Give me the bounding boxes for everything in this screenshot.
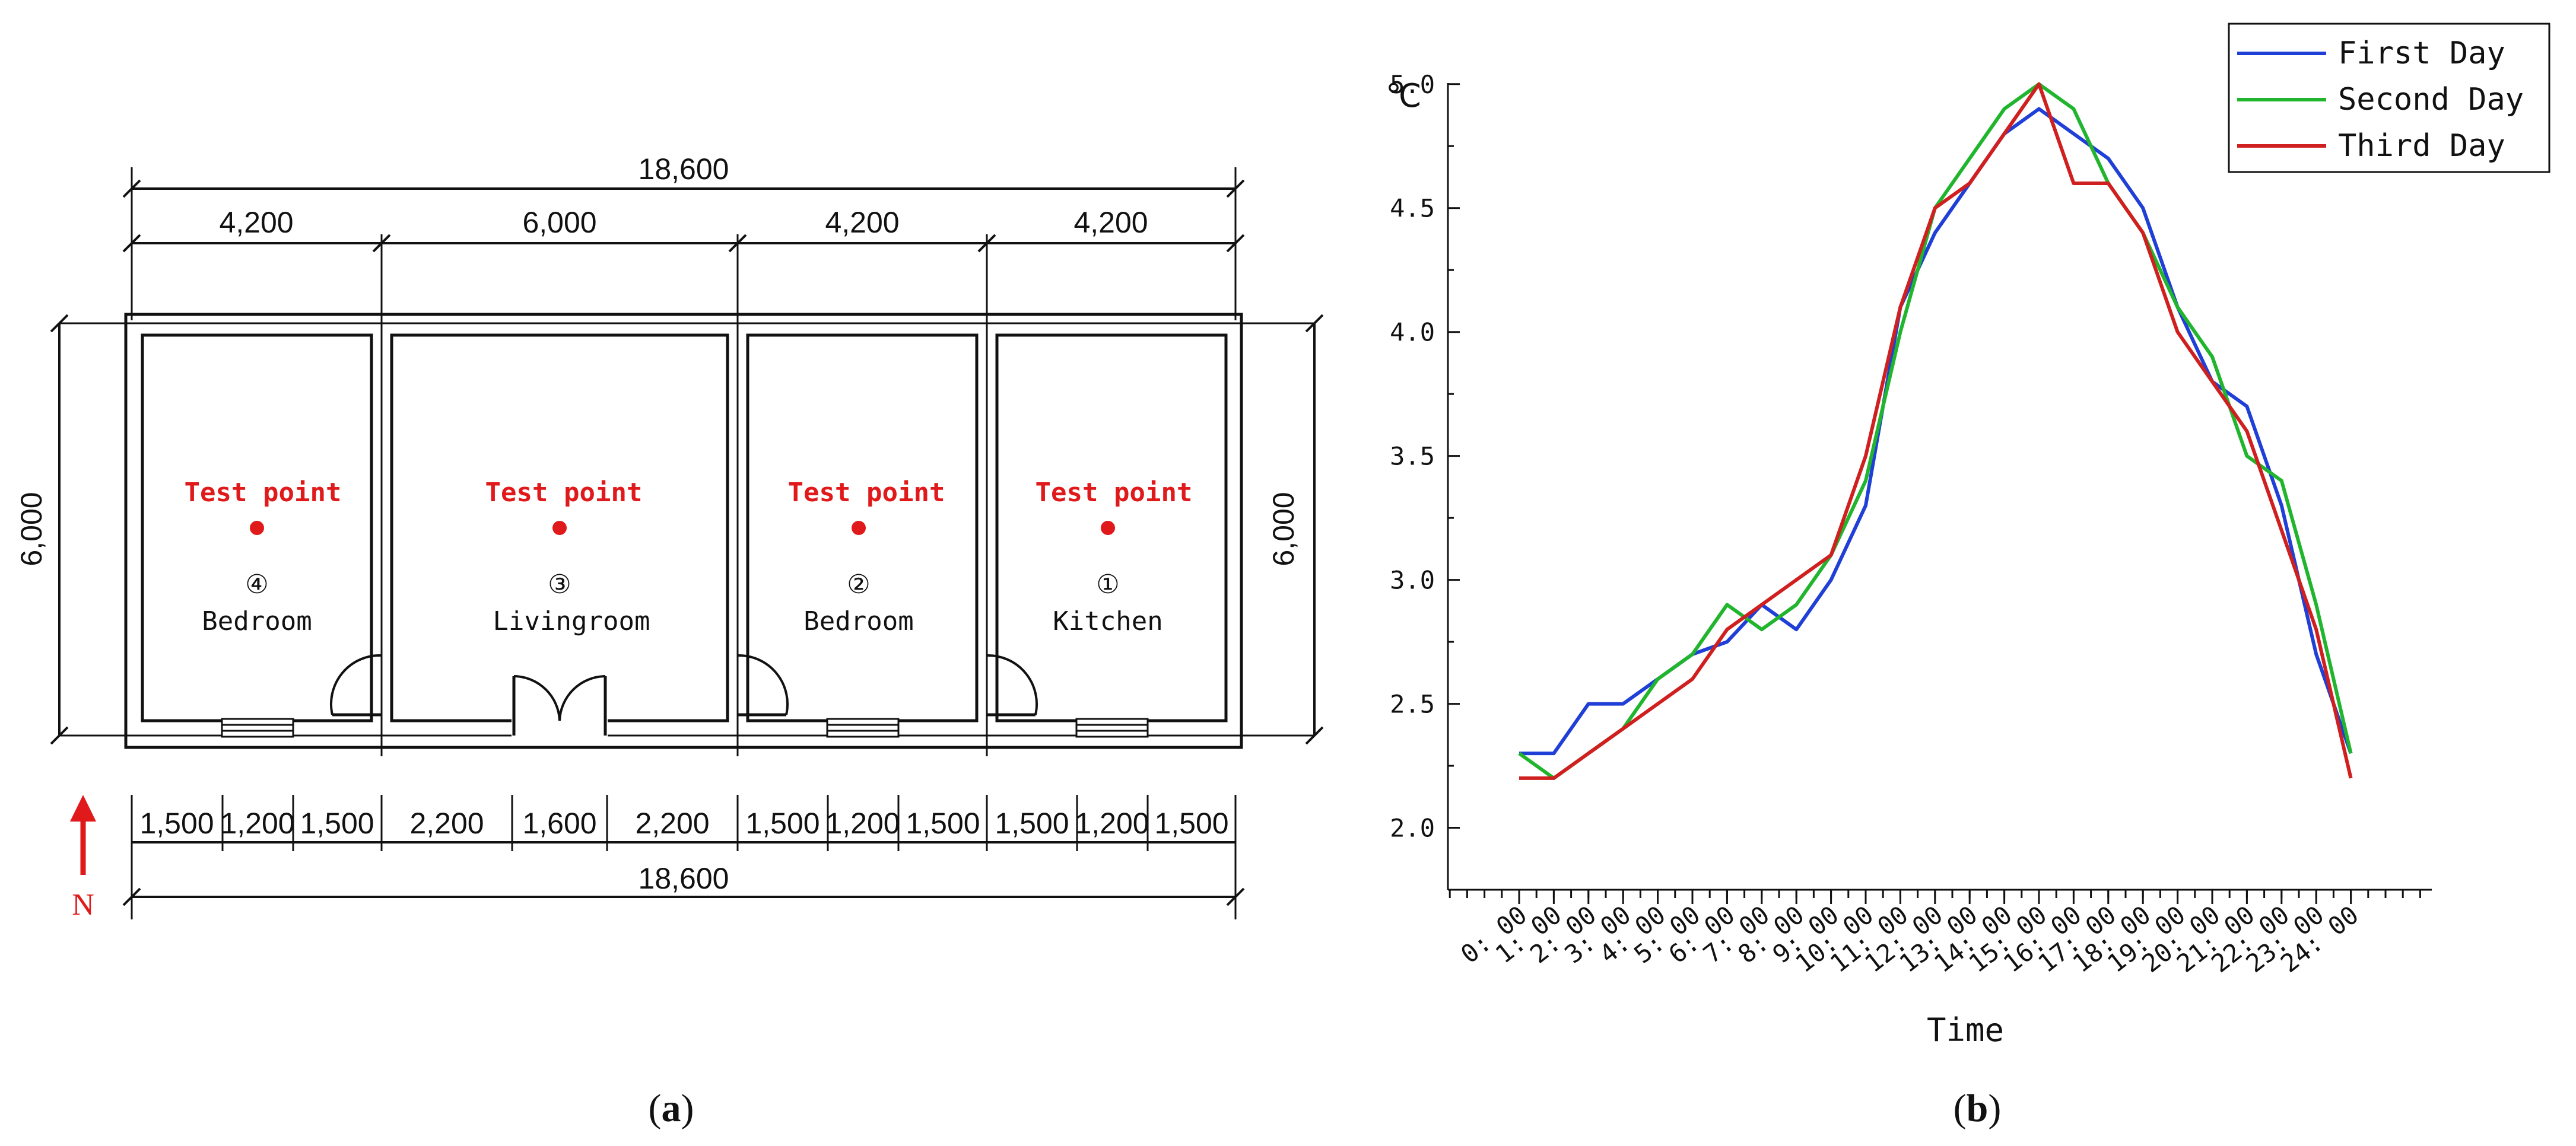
doors xyxy=(330,654,1038,743)
y-tick-label: 4.0 xyxy=(1390,318,1435,347)
test-point-marker xyxy=(852,521,866,535)
temperature-chart: 2.02.53.03.54.04.55.00: 001: 002: 003: 0… xyxy=(1386,23,2550,1130)
bottom-segment-label: 2,200 xyxy=(635,807,709,840)
y-tick-label: 3.5 xyxy=(1390,442,1435,471)
test-point-marker xyxy=(250,521,264,535)
top-total-label: 18,600 xyxy=(639,152,729,186)
chart-legend: First Day Second Day Third Day xyxy=(2228,23,2550,173)
room-labels: Test point ④ Bedroom Test point ③ Living… xyxy=(185,477,1193,636)
test-point-label: Test point xyxy=(1036,477,1193,508)
y-tick-label: 5.0 xyxy=(1390,70,1435,99)
bottom-segment-label: 1,500 xyxy=(995,807,1069,840)
bottom-segment-label: 1,600 xyxy=(522,807,596,840)
room-name: Bedroom xyxy=(803,606,913,636)
bottom-segment-label: 1,500 xyxy=(745,807,820,840)
bottom-segment-label: 1,200 xyxy=(220,807,294,840)
y-tick-label: 3.0 xyxy=(1390,566,1435,595)
windows xyxy=(221,718,1149,738)
chart-axes: 2.02.53.03.54.04.55.00: 001: 002: 003: 0… xyxy=(1390,70,2432,978)
svg-text:(b): (b) xyxy=(1954,1087,2002,1130)
bottom-segment-label: 1,500 xyxy=(139,807,214,840)
bottom-segment-label: 2,200 xyxy=(409,807,484,840)
test-point-marker xyxy=(1101,521,1115,535)
top-segment-label: 4,200 xyxy=(1073,206,1148,239)
test-point-label: Test point xyxy=(788,477,945,508)
floor-plan: 18,600 4,200 6,000 4,200 4,200 xyxy=(15,152,1324,1130)
room-number: ③ xyxy=(548,569,571,600)
panel-label-a: (a) xyxy=(649,1087,694,1130)
room-name: Livingroom xyxy=(493,606,650,636)
north-label: N xyxy=(72,888,94,922)
left-height-label: 6,000 xyxy=(15,492,48,566)
legend-entry: Second Day xyxy=(2338,82,2524,117)
top-segment-dimensions: 4,200 6,000 4,200 4,200 xyxy=(122,206,1245,756)
legend-entry: Third Day xyxy=(2338,128,2505,164)
legend-entry: First Day xyxy=(2338,36,2505,71)
right-height-label: 6,000 xyxy=(1267,492,1300,566)
bottom-segment-label: 1,200 xyxy=(1075,807,1149,840)
svg-text:(a): (a) xyxy=(649,1087,694,1130)
y-axis-unit: ℃ xyxy=(1386,77,1422,114)
bottom-segment-label: 1,500 xyxy=(300,807,374,840)
test-point-label: Test point xyxy=(185,477,342,508)
bottom-total-label: 18,600 xyxy=(639,862,729,895)
bottom-segment-label: 1,500 xyxy=(1154,807,1228,840)
y-tick-label: 4.5 xyxy=(1390,194,1435,223)
room-name: Kitchen xyxy=(1053,606,1162,636)
series-line xyxy=(1518,82,2353,780)
y-tick-label: 2.0 xyxy=(1390,814,1435,843)
room-number: ① xyxy=(1096,569,1119,600)
x-axis-title: Time xyxy=(1927,1011,2004,1049)
bottom-segment-label: 1,500 xyxy=(906,807,980,840)
test-point-marker xyxy=(552,521,567,535)
room-number: ② xyxy=(847,569,870,600)
y-tick-label: 2.5 xyxy=(1390,690,1435,719)
top-total-dimension: 18,600 xyxy=(122,152,1245,320)
test-point-label: Test point xyxy=(485,477,643,508)
chart-series xyxy=(1518,82,2353,780)
bottom-segment-label: 1,200 xyxy=(825,807,900,840)
panel-label-b: (b) xyxy=(1954,1087,2002,1130)
room-number: ④ xyxy=(245,569,268,600)
top-segment-label: 4,200 xyxy=(219,206,293,239)
top-segment-label: 6,000 xyxy=(522,206,596,239)
top-segment-label: 4,200 xyxy=(825,206,899,239)
room-name: Bedroom xyxy=(202,606,312,636)
series-line xyxy=(1519,82,2353,780)
outer-walls: 6,000 6,000 xyxy=(15,313,1324,749)
north-arrow: N xyxy=(70,795,96,922)
bottom-segment-dimensions: 1,500 1,200 1,500 2,200 1,600 2,200 1,50… xyxy=(122,795,1245,919)
